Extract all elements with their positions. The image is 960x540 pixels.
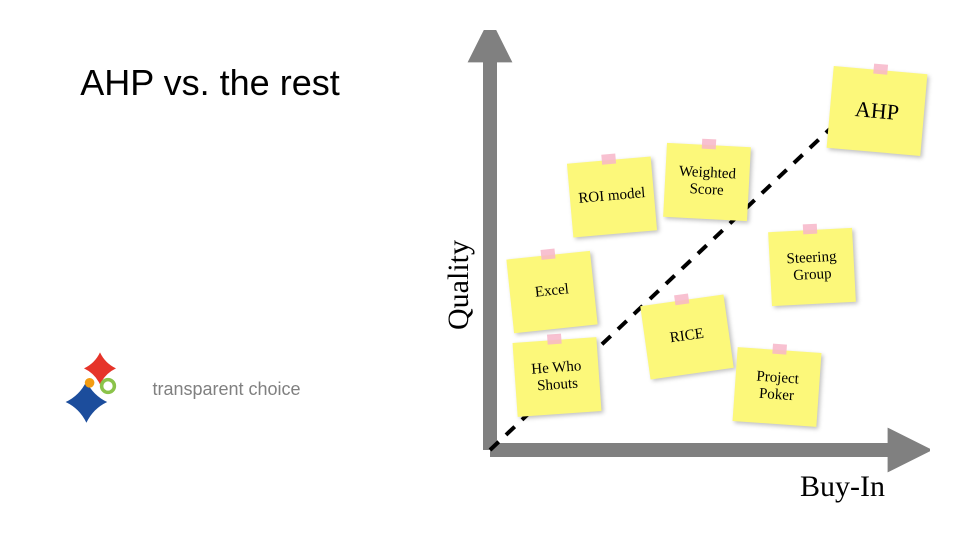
sticky-note-ahp: AHP bbox=[827, 66, 928, 156]
sticky-note-label: ROI model bbox=[578, 185, 646, 208]
sticky-note-label: He Who Shouts bbox=[518, 357, 596, 397]
brand-logo: transparent choice bbox=[60, 350, 320, 440]
sticky-note-label: Excel bbox=[534, 282, 570, 303]
page-title: AHP vs. the rest bbox=[40, 60, 380, 107]
sticky-note-steering-group: Steering Group bbox=[768, 228, 856, 306]
sticky-note-weighted-score: Weighted Score bbox=[663, 143, 751, 221]
sticky-note-label: AHP bbox=[854, 96, 900, 125]
sticky-note-excel: Excel bbox=[506, 251, 597, 333]
sticky-note-label: Weighted Score bbox=[668, 163, 746, 201]
sticky-note-rice: RICE bbox=[640, 295, 733, 380]
sticky-note-roi-model: ROI model bbox=[567, 156, 657, 237]
transparent-choice-icon bbox=[60, 350, 140, 430]
sticky-note-label: Steering Group bbox=[773, 248, 851, 286]
sticky-note-he-who-shouts: He Who Shouts bbox=[513, 337, 602, 417]
sticky-note-project-poker: Project Poker bbox=[733, 347, 822, 427]
quality-vs-buyin-chart: Quality Buy-In He Who Shouts Excel ROI mod… bbox=[430, 30, 930, 510]
sticky-note-label: RICE bbox=[669, 326, 705, 348]
sticky-note-label: Project Poker bbox=[738, 367, 816, 407]
x-axis-label: Buy-In bbox=[800, 470, 885, 504]
brand-name: transparent choice bbox=[152, 379, 300, 401]
y-axis-label: Quality bbox=[442, 240, 476, 330]
canvas: AHP vs. the rest transparent choice Qual… bbox=[0, 0, 960, 540]
